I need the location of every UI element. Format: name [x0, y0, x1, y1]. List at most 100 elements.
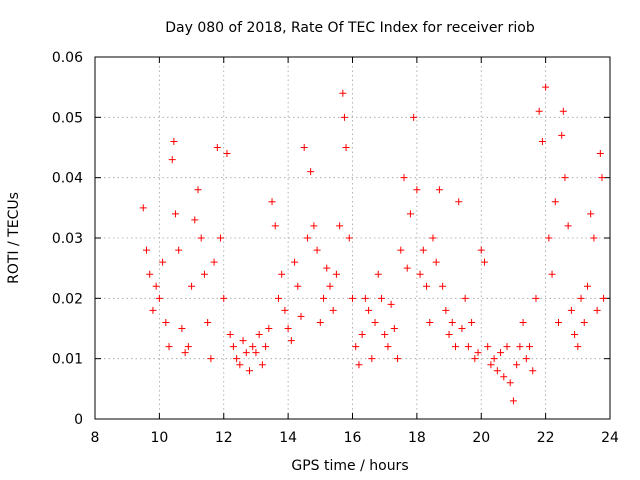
- data-point: [146, 270, 154, 278]
- data-point: [516, 343, 524, 351]
- data-point: [143, 246, 150, 254]
- data-point: [583, 282, 591, 290]
- data-point: [381, 331, 389, 339]
- data-point: [577, 294, 585, 302]
- data-point: [339, 89, 347, 97]
- data-point: [493, 367, 501, 375]
- data-point: [184, 343, 192, 351]
- data-point: [455, 198, 463, 206]
- y-tick-label: 0.02: [52, 291, 83, 307]
- data-point: [194, 186, 202, 194]
- data-point: [497, 349, 505, 357]
- data-point: [249, 343, 257, 351]
- data-point: [313, 246, 321, 254]
- data-point: [484, 343, 492, 351]
- data-point: [204, 318, 212, 326]
- data-point: [432, 258, 440, 266]
- data-point: [197, 234, 205, 242]
- data-point: [246, 367, 253, 375]
- data-point: [480, 258, 488, 266]
- data-point: [303, 234, 311, 242]
- data-point: [207, 355, 215, 363]
- data-point: [340, 113, 348, 121]
- data-point: [542, 83, 550, 91]
- x-tick-label: 16: [344, 430, 362, 446]
- data-point: [474, 349, 482, 357]
- data-point: [329, 306, 337, 314]
- data-point: [532, 294, 540, 302]
- data-point: [336, 222, 344, 230]
- data-point: [358, 331, 366, 339]
- x-axis-label: GPS time / hours: [291, 458, 408, 474]
- data-point: [220, 294, 228, 302]
- data-point: [593, 306, 601, 314]
- data-point: [326, 282, 334, 290]
- data-point: [223, 150, 231, 158]
- data-point: [178, 325, 186, 332]
- data-point: [448, 318, 456, 326]
- data-point: [258, 361, 266, 369]
- data-point: [365, 306, 373, 314]
- data-point: [320, 294, 328, 302]
- data-point: [291, 258, 299, 266]
- data-point: [487, 361, 495, 369]
- data-point: [361, 294, 369, 302]
- data-points: [139, 83, 608, 405]
- data-point: [310, 222, 318, 230]
- data-point: [452, 343, 459, 351]
- data-point: [213, 144, 221, 151]
- data-point: [165, 343, 173, 351]
- data-point: [519, 318, 527, 326]
- data-point: [429, 234, 437, 242]
- data-point: [458, 325, 466, 332]
- data-point: [236, 361, 244, 369]
- data-point: [281, 306, 289, 314]
- data-point: [596, 150, 604, 158]
- data-point: [503, 343, 511, 351]
- data-point: [551, 198, 559, 206]
- data-point: [445, 331, 453, 339]
- data-point: [439, 282, 447, 290]
- x-tick-label: 18: [408, 430, 426, 446]
- data-point: [139, 204, 147, 212]
- data-point: [559, 107, 567, 115]
- data-point: [435, 186, 443, 194]
- data-point: [580, 318, 588, 326]
- data-point: [522, 355, 530, 363]
- data-point: [323, 264, 331, 272]
- data-point: [464, 343, 472, 351]
- axis-ticks: 8 10 12 14 16 18 20 22 24 0 0.01 0.02 0.03 0.04 0.05 0.…: [52, 50, 619, 446]
- data-point: [545, 234, 553, 242]
- data-point: [278, 270, 286, 278]
- data-point: [155, 294, 163, 302]
- data-point: [274, 294, 282, 302]
- data-point: [419, 246, 427, 254]
- data-point: [371, 318, 379, 326]
- data-point: [352, 343, 360, 351]
- x-tick-label: 20: [472, 430, 490, 446]
- data-point: [548, 270, 556, 278]
- data-point: [529, 367, 537, 375]
- y-tick-label: 0.05: [52, 110, 83, 126]
- data-point: [413, 186, 421, 194]
- x-tick-label: 22: [537, 430, 555, 446]
- data-point: [271, 222, 279, 230]
- data-point: [297, 312, 305, 320]
- data-point: [598, 174, 606, 182]
- data-point: [590, 234, 598, 242]
- data-point: [571, 331, 579, 339]
- data-point: [490, 355, 498, 363]
- data-point: [377, 294, 385, 302]
- x-tick-label: 8: [91, 430, 100, 446]
- data-point: [159, 258, 167, 266]
- data-point: [265, 325, 273, 332]
- data-point: [349, 294, 356, 302]
- data-point: [200, 270, 208, 278]
- data-point: [233, 355, 241, 363]
- data-point: [374, 270, 382, 278]
- y-tick-label: 0.04: [52, 171, 83, 187]
- data-point: [500, 373, 508, 381]
- data-point: [332, 270, 340, 278]
- data-point: [558, 131, 566, 139]
